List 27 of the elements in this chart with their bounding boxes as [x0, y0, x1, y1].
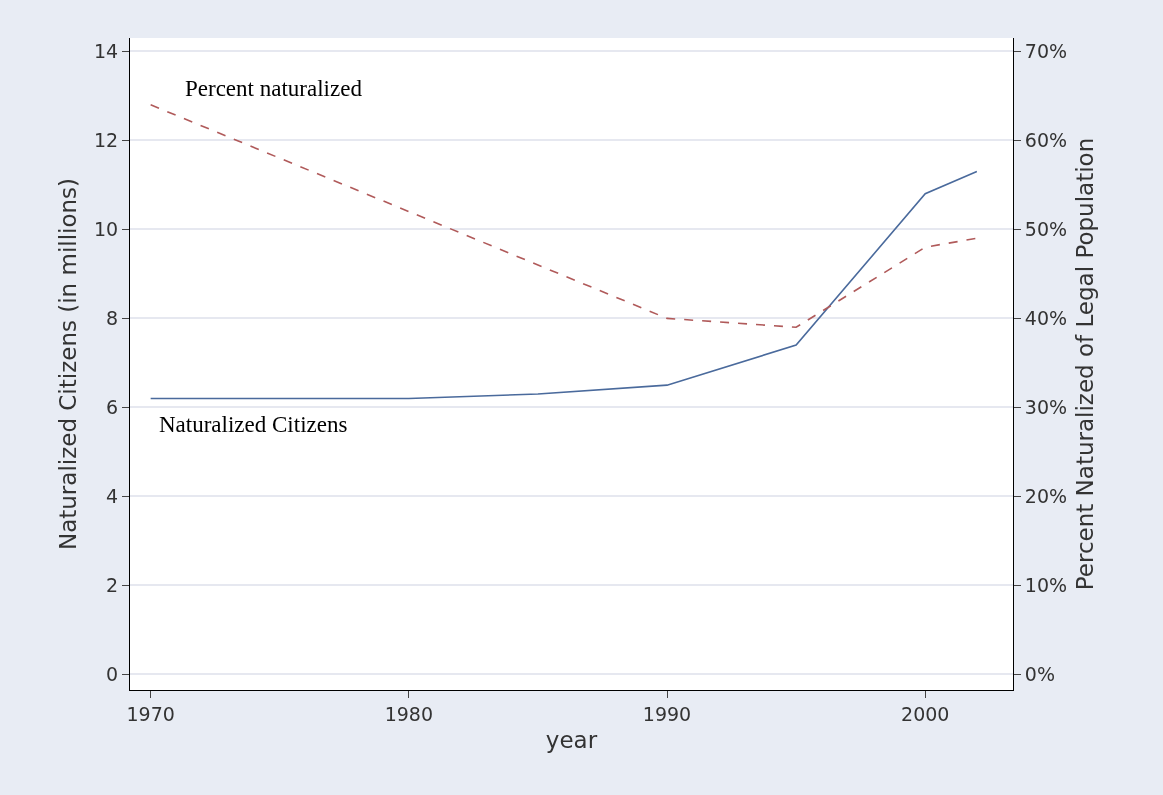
y-tick-label: 6 [106, 396, 119, 419]
y-tick-label: 14 [94, 40, 119, 62]
y-tick-label: 0 [106, 663, 119, 686]
y2-tick-label: 40% [1024, 307, 1068, 330]
x-axis-title: year [545, 727, 598, 754]
series-label: Naturalized Citizens [159, 412, 348, 437]
x-tick-label: 1990 [642, 702, 692, 725]
y2-tick-label: 0% [1024, 663, 1055, 686]
y2-tick-label: 30% [1024, 396, 1068, 419]
x-tick-label: 1980 [384, 702, 434, 725]
y-tick-label: 4 [106, 485, 119, 508]
y2-tick-label: 50% [1024, 218, 1068, 241]
y-tick-label: 10 [94, 218, 119, 241]
line-series [149, 170, 978, 400]
y2-tick-label: 70% [1024, 40, 1068, 62]
line-series [149, 103, 978, 329]
y-axis-title: Naturalized Citizens (in millions) [55, 177, 82, 551]
y-tick-label: 2 [106, 574, 119, 597]
series-label: Percent naturalized [185, 76, 363, 101]
y2-tick-label: 20% [1024, 485, 1068, 508]
y-tick-label: 12 [94, 129, 119, 152]
y2-tick-label: 10% [1024, 574, 1068, 597]
x-tick-label: 1970 [126, 702, 175, 725]
x-tick-label: 2000 [901, 702, 950, 725]
y2-axis-title: Percent Naturalized of Legal Population [1071, 137, 1098, 591]
y2-tick-label: 60% [1024, 129, 1068, 152]
y-tick-label: 8 [106, 307, 119, 330]
